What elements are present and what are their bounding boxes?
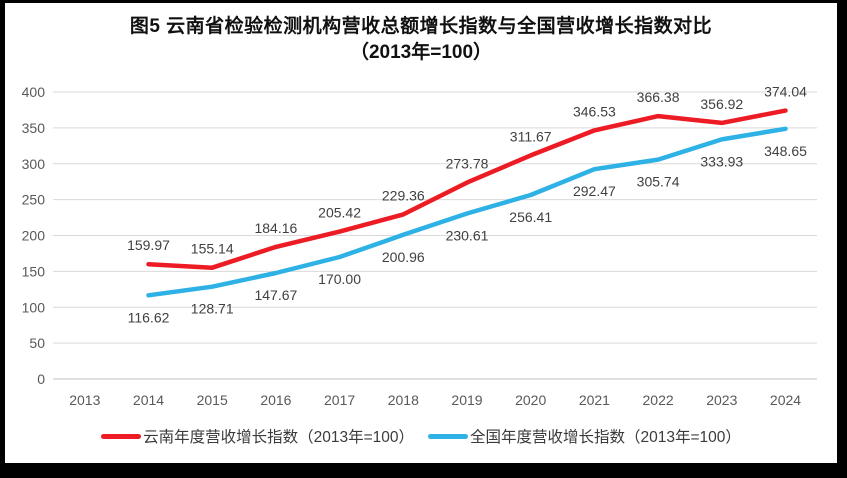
data-label: 229.36 [382,187,425,203]
data-label: 159.97 [127,237,170,253]
data-label: 155.14 [191,241,234,257]
data-label: 333.93 [700,153,743,169]
data-label: 366.38 [637,89,680,105]
y-axis-tick-label: 350 [22,120,46,136]
data-label: 200.96 [382,249,425,265]
y-axis-tick-label: 200 [22,228,46,244]
data-label: 292.47 [573,183,616,199]
x-axis-tick-label: 2014 [133,392,164,408]
data-label: 256.41 [509,209,552,225]
legend-item-yunnan: 云南年度营收增长指数（2013年=100） [101,425,414,447]
series-line [146,126,788,298]
data-label: 305.74 [637,174,680,190]
data-label: 374.04 [764,84,807,100]
data-label: 170.00 [318,271,361,287]
x-axis-tick-label: 2017 [324,392,355,408]
x-axis-tick-label: 2019 [451,392,482,408]
data-label: 147.67 [254,287,297,303]
x-axis-tick-label: 2020 [515,392,546,408]
legend-label-national: 全国年度营收增长指数（2013年=100） [470,429,741,446]
legend-item-national: 全国年度营收增长指数（2013年=100） [428,425,741,447]
national-series-swatch-icon [428,433,468,439]
y-axis-tick-label: 0 [37,371,45,387]
data-label: 356.92 [700,96,743,112]
x-axis-tick-label: 2016 [260,392,291,408]
legend-label-yunnan: 云南年度营收增长指数（2013年=100） [143,429,414,446]
chart-title: 图5 云南省检验检测机构营收总额增长指数与全国营收增长指数对比 [129,16,713,37]
yunnan-series-swatch-icon [101,433,142,439]
data-label: 346.53 [573,103,616,119]
data-label: 348.65 [764,143,807,159]
data-label: 128.71 [191,301,234,317]
x-axis-tick-label: 2021 [579,392,610,408]
y-axis-tick-label: 50 [29,335,45,351]
x-axis-tick-label: 2018 [388,392,419,408]
series-line [146,108,788,270]
line-chart: 0 50 100 150 200 250 300 350 400 2013 2014 2015 2016… [22,84,817,408]
y-axis-tick-label: 400 [22,84,46,100]
y-axis-tick-label: 100 [22,299,46,315]
data-label: 273.78 [446,156,489,172]
data-label: 311.67 [510,128,552,144]
title-block: 图5 云南省检验检测机构营收总额增长指数与全国营收增长指数对比 （2013年=1… [5,3,837,66]
chart-legend: 云南年度营收增长指数（2013年=100） 全国年度营收增长指数（2013年=1… [5,425,837,447]
y-axis-tick-label: 250 [22,192,46,208]
x-axis-tick-label: 2024 [770,392,801,408]
chart-canvas: 图5 云南省检验检测机构营收总额增长指数与全国营收增长指数对比 （2013年=1… [5,3,837,463]
x-axis-tick-label: 2023 [706,392,737,408]
data-label: 205.42 [318,205,361,221]
data-label: 116.62 [128,309,170,325]
x-axis-tick-label: 2015 [197,392,228,408]
data-label: 230.61 [446,228,489,244]
data-label: 184.16 [254,220,297,236]
x-axis-tick-label: 2022 [643,392,674,408]
chart-subtitle: （2013年=100） [349,42,493,63]
y-axis-tick-label: 150 [22,263,46,279]
y-axis-tick-label: 300 [22,156,46,172]
x-axis-tick-label: 2013 [69,392,100,408]
